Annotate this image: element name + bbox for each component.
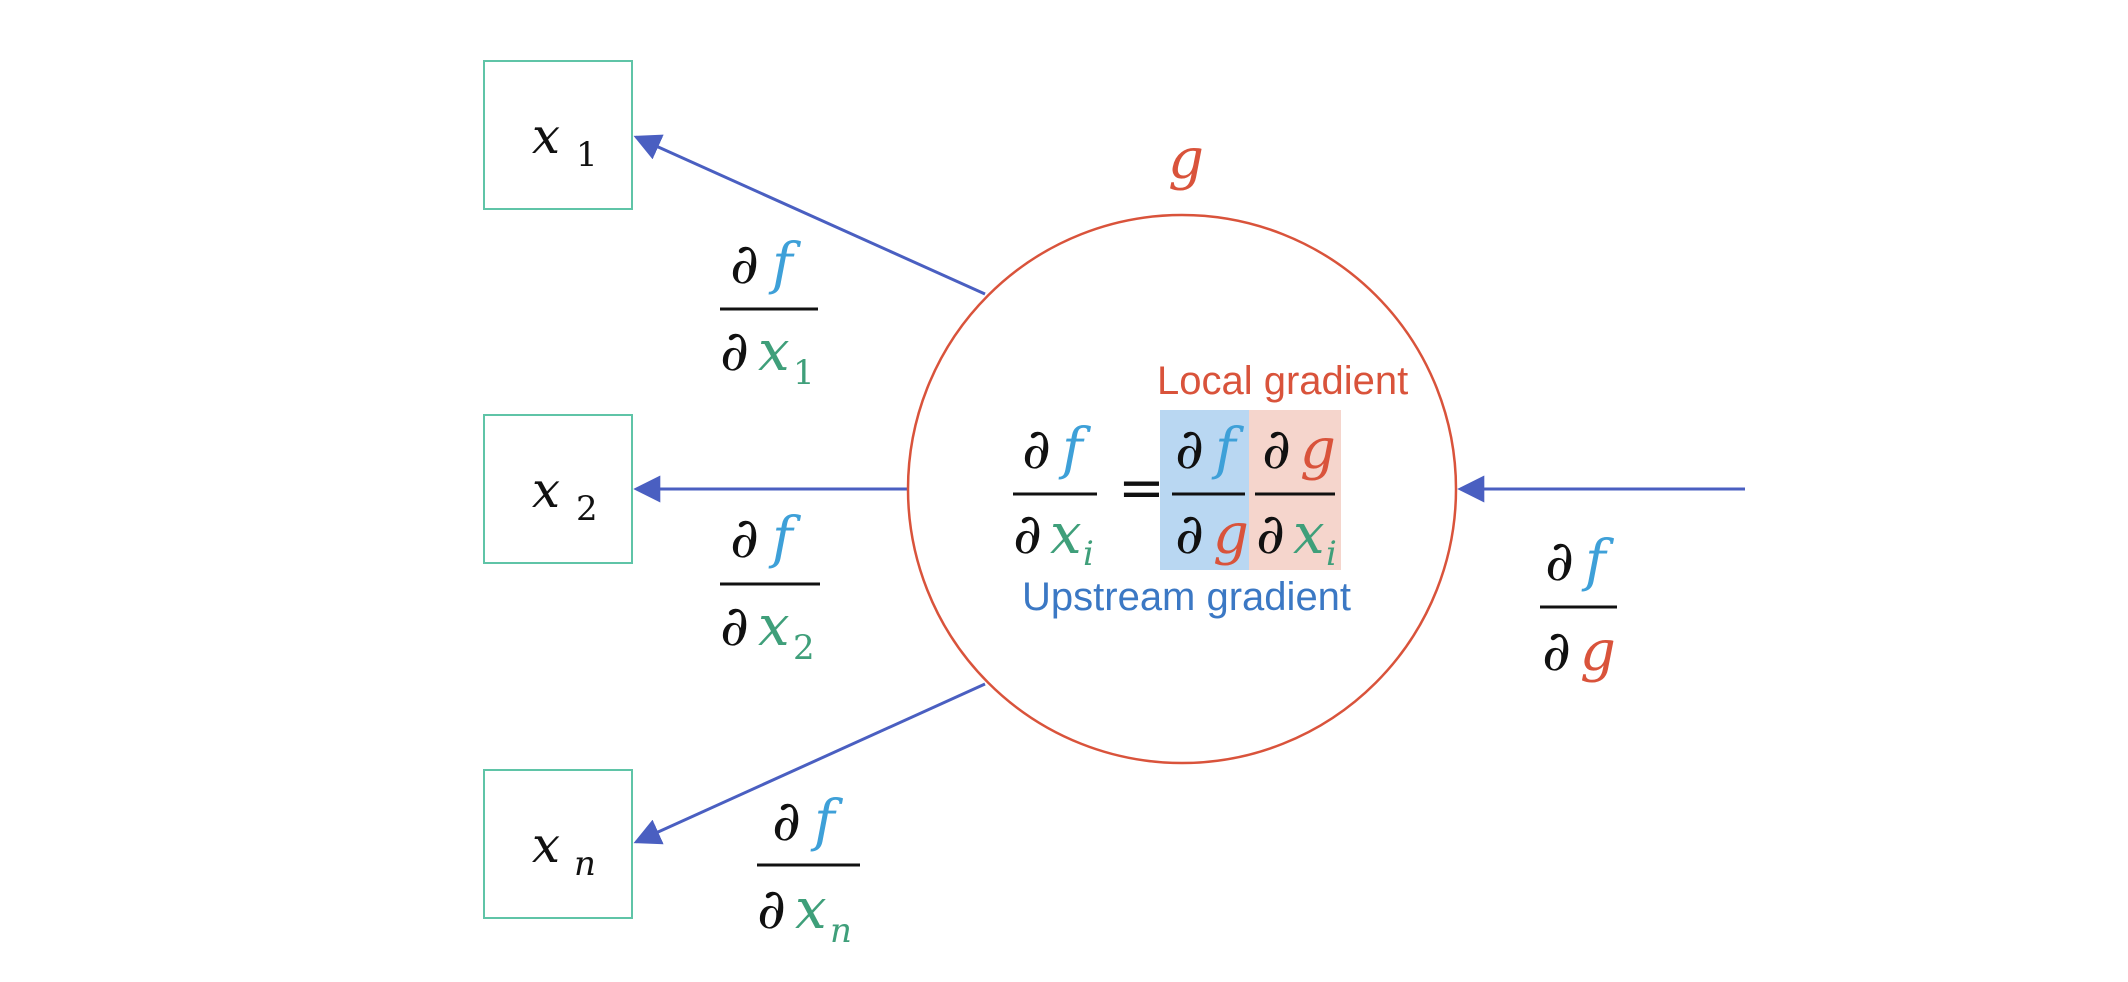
input-x2-var: x [532,461,560,519]
x-symbol: x [1050,502,1082,567]
partial-symbol: ∂ [1022,417,1051,482]
partial-symbol: ∂ [1175,417,1204,482]
partial-symbol: ∂ [772,789,801,854]
x-symbol: x [1293,502,1325,567]
upstream-gradient-label: Upstream gradient [1022,575,1351,619]
node-circle [906,213,1458,765]
edge-gradient-sub: 1 [793,353,815,393]
partial-symbol: ∂ [730,232,759,297]
f-symbol: f [768,506,802,571]
partial-symbol: ∂ [1256,502,1285,567]
edge-gradient-x2: ∂ f ∂ x 2 [720,506,820,668]
partial-symbol: ∂ [720,319,749,384]
equals-sign: = [1118,456,1165,521]
local-gradient-label: Local gradient [1157,359,1408,403]
x-symbol: x [758,319,790,384]
edge-gradient-sub: 2 [793,628,815,668]
input-x2-sub: 2 [576,489,598,529]
partial-symbol: ∂ [730,506,759,571]
i-subscript: i [1326,534,1337,574]
input-box-x1: x 1 [483,60,633,210]
partial-symbol: ∂ [1262,417,1291,482]
partial-symbol: ∂ [1542,619,1571,684]
arrow-to-x1 [633,134,986,296]
x-symbol: x [795,877,827,942]
incoming-den-g: g [1580,619,1616,684]
partial-symbol: ∂ [757,877,786,942]
edge-gradient-x1: ∂ f ∂ x 1 [720,232,818,393]
input-box-x2: x 2 [483,414,633,564]
partial-symbol: ∂ [1013,502,1042,567]
partial-symbol: ∂ [1545,529,1574,594]
node-label: g [1168,127,1204,192]
input-xn-sub: n [574,844,596,884]
input-x1-var: x [532,107,560,165]
partial-symbol: ∂ [720,594,749,659]
incoming-num-f: f [1581,529,1615,594]
arrow-to-xn [633,682,986,845]
input-x1-sub: 1 [576,135,598,175]
local-highlight [1249,410,1341,570]
g-symbol: g [1300,417,1336,482]
f-symbol: f [810,789,844,854]
input-xn-var: x [532,816,560,874]
partial-symbol: ∂ [1175,502,1204,567]
edge-gradient-sub: n [830,911,852,951]
incoming-gradient: ∂ f ∂ g [1540,529,1617,684]
input-box-xn: x n [483,769,633,919]
f-symbol: f [768,232,802,297]
chain-rule-equation: ∂ f ∂ x i = ∂ f ∂ g ∂ g ∂ x i [1013,410,1341,574]
upstream-highlight [1160,410,1249,570]
f-symbol: f [1058,417,1092,482]
edge-gradient-xn: ∂ f ∂ x n [757,789,860,951]
x-symbol: x [758,594,790,659]
i-subscript: i [1083,534,1094,574]
g-symbol: g [1213,502,1249,567]
